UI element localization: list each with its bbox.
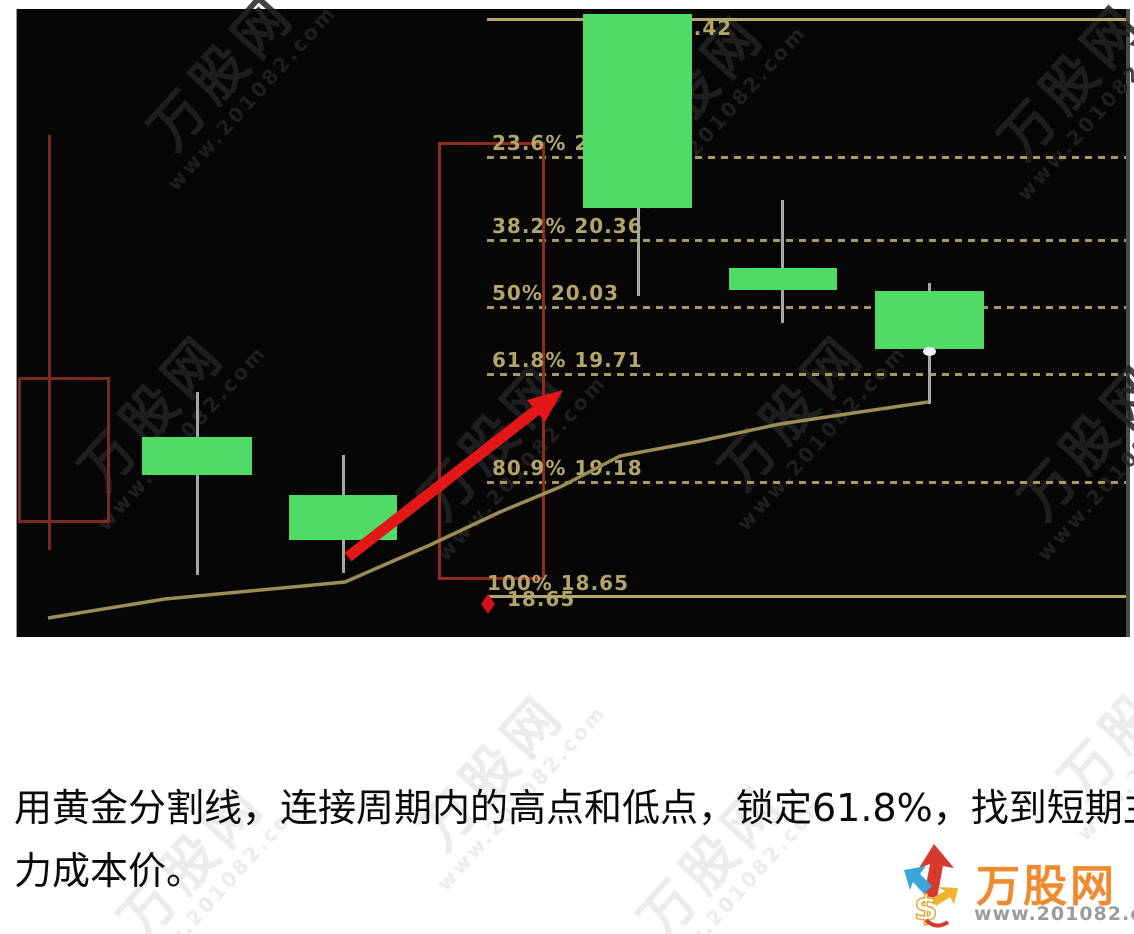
logo-yellow-arrow [932,887,958,906]
fib-line-50% [487,306,1126,309]
watermark-light-10: 万股网 www.201082.com [611,753,831,934]
candle-wick-0 [48,135,51,550]
fib-line-0% [487,18,1126,21]
watermark-light-7: 万股网 www.201082.com [391,663,611,895]
watermark-site-text: 万股网 [106,771,278,934]
fib-line-100% [487,595,1126,598]
watermark-light-8: 万股网 www.201082.com [91,753,311,934]
fib-line-23.6% [487,156,1126,159]
candle-body-0 [18,377,110,523]
candle-wick-4 [781,200,784,323]
candle-body-2 [289,495,397,540]
logo-blue-arrow [904,866,932,894]
fib-label-38.2%: 38.2% 20.36 [492,214,643,238]
fib-label-61.8%: 61.8% 19.71 [492,348,643,372]
candle-wick-3 [637,205,640,296]
price-label-low: 18.65 [507,587,576,611]
watermark-site-text: 万股网 [626,771,798,934]
candle-marker-dot [923,347,936,356]
fib-line-61.8% [487,373,1126,376]
caption-line-2: 力成本价。 [14,849,205,893]
watermark-site-text: 万股网 [406,681,578,862]
candle-body-4 [729,268,837,290]
candle-wick-1 [196,392,199,575]
candle-body-3 [583,14,692,208]
logo-site-url: www.201082.com [974,903,1134,925]
caption-line-1: 用黄金分割线，连接周期内的高点和低点，锁定61.8%，找到短期主 [14,786,1134,830]
logo-dollar-glyph: $ [914,889,938,929]
candle-body-1 [142,437,252,475]
fib-label-50%: 50% 20.03 [492,281,620,305]
logo-ribbon [924,918,950,928]
fib-label-80.9%: 80.9% 19.18 [492,456,643,480]
logo-site-name: 万股网 [976,861,1117,912]
fib-line-80.9% [487,481,1126,484]
logo-icon: $ [904,844,958,930]
candle-body-5 [875,291,984,349]
fib-line-38.2% [487,239,1126,242]
